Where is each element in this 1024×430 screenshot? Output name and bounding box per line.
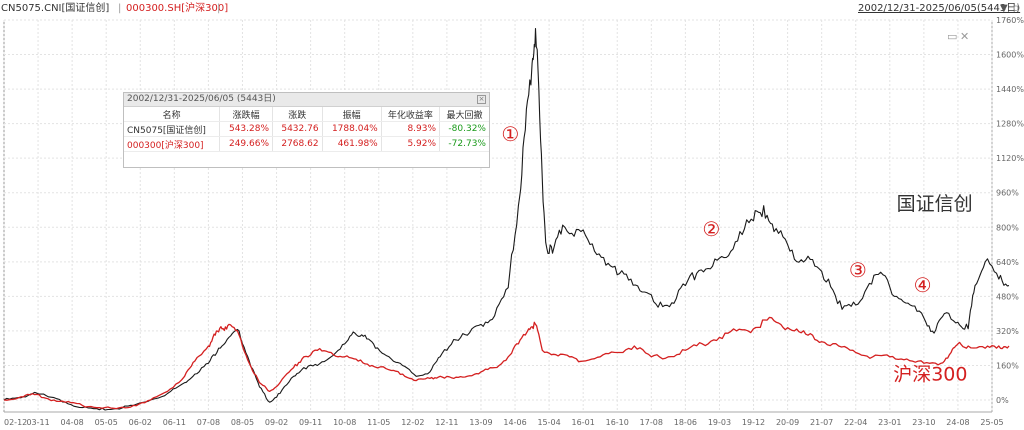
col-change: 涨跌 [272, 107, 323, 122]
header-separator-2: | [217, 3, 221, 14]
annotation-marker: ② [702, 217, 720, 241]
grid-lines [3, 19, 993, 413]
summary-title: 2002/12/31-2025/06/05 (5443日) [127, 94, 276, 104]
header-separator: | [118, 3, 122, 14]
x-tick-label: 16-01 [572, 418, 595, 427]
x-tick-label: 14-06 [503, 418, 526, 427]
y-tick-label: 640% [996, 258, 1019, 267]
series-line-1 [3, 316, 1010, 410]
y-tick-label: 160% [996, 361, 1019, 370]
x-tick-label: 18-06 [674, 418, 697, 427]
summary-table: 名称 涨跌幅 涨跌 振幅 年化收益率 最大回撤 CN5075[国证信创] 543… [124, 107, 489, 152]
summary-close-icon[interactable]: × [477, 95, 486, 104]
series1-label[interactable]: CN5075.CNI[国证信创] [1, 3, 110, 14]
row-amplitude: 461.98% [322, 136, 382, 152]
x-tick-label: 24-08 [946, 418, 969, 427]
axis-ticks: 0% 160% 320% 480% 640% 800% 960% 1120% 1280% 1440… [4, 16, 1024, 427]
y-tick-label: 1600% [996, 51, 1024, 60]
col-name: 名称 [124, 107, 221, 122]
series2-label[interactable]: 000300.SH[沪深300] [126, 3, 229, 14]
row-change: 2768.62 [272, 136, 323, 152]
series-annotation-label: 国证信创 [897, 193, 973, 215]
col-max-drawdown: 最大回撤 [439, 107, 489, 122]
x-tick-label: 06-02 [129, 418, 152, 427]
y-tick-label: 320% [996, 327, 1019, 336]
x-tick-label: 08-05 [231, 418, 254, 427]
row-change-pct: 543.28% [219, 121, 274, 137]
annotation-marker: ① [501, 122, 519, 146]
y-tick-label: 960% [996, 189, 1019, 198]
x-tick-label: 17-08 [640, 418, 663, 427]
x-tick-label: 10-08 [333, 418, 356, 427]
y-tick-label: 1280% [996, 120, 1024, 129]
series-line-0 [3, 28, 1010, 411]
close-chart-icon[interactable]: ✕ [960, 30, 970, 43]
row-name: 000300[沪深300] [124, 136, 221, 152]
summary-header-row: 名称 涨跌幅 涨跌 振幅 年化收益率 最大回撤 [124, 107, 489, 122]
x-tick-label: 16-10 [606, 418, 629, 427]
row-change: 5432.76 [272, 121, 323, 137]
col-amplitude: 振幅 [322, 107, 382, 122]
row-annual-return: 8.93% [381, 121, 441, 137]
y-tick-label: 800% [996, 223, 1019, 232]
series-annotation-label: 沪深300 [893, 364, 967, 386]
summary-title-bar: 2002/12/31-2025/06/05 (5443日) × [124, 93, 489, 107]
date-range-label[interactable]: 2002/12/31-2025/06/05(5443日) [858, 3, 1021, 14]
col-change-pct: 涨跌幅 [219, 107, 274, 122]
x-tick-label: 06-11 [163, 418, 186, 427]
x-tick-label: 02-12 [4, 418, 27, 427]
row-max-drawdown: -72.73% [439, 136, 489, 152]
chart-header: CN5075.CNI[国证信创] | 000300.SH[沪深300] | 20… [0, 0, 1024, 17]
x-tick-label: 23-10 [912, 418, 935, 427]
col-annual-return: 年化收益率 [381, 107, 441, 122]
table-row[interactable]: CN5075[国证信创] 543.28% 5432.76 1788.04% 8.… [124, 121, 489, 137]
x-tick-label: 09-02 [265, 418, 288, 427]
x-tick-label: 03-11 [26, 418, 49, 427]
x-tick-label: 22-04 [844, 418, 867, 427]
y-tick-label: 480% [996, 292, 1019, 301]
summary-panel: 2002/12/31-2025/06/05 (5443日) × 名称 涨跌幅 涨… [123, 92, 490, 168]
row-name: CN5075[国证信创] [124, 121, 221, 137]
row-amplitude: 1788.04% [322, 121, 382, 137]
x-tick-label: 20-09 [776, 418, 799, 427]
row-change-pct: 249.66% [219, 136, 274, 152]
range-dropdown-icon[interactable]: ▼ [1000, 3, 1008, 14]
restore-icon[interactable]: ▭ [947, 30, 958, 43]
annotation-marker: ④ [914, 273, 932, 297]
x-tick-label: 05-05 [95, 418, 118, 427]
series-lines [3, 28, 1010, 411]
annotation-marker: ③ [849, 258, 867, 282]
x-tick-label: 13-09 [469, 418, 492, 427]
y-tick-label: 1440% [996, 85, 1024, 94]
x-tick-label: 12-11 [435, 418, 458, 427]
row-annual-return: 5.92% [381, 136, 441, 152]
row-max-drawdown: -80.32% [439, 121, 489, 137]
x-tick-label: 23-01 [878, 418, 901, 427]
y-tick-label: 0% [996, 396, 1009, 405]
x-tick-label: 04-08 [61, 418, 84, 427]
x-tick-label: 21-07 [810, 418, 833, 427]
table-row[interactable]: 000300[沪深300] 249.66% 2768.62 461.98% 5.… [124, 136, 489, 152]
x-tick-label: 15-04 [537, 418, 560, 427]
x-tick-label: 19-03 [708, 418, 731, 427]
x-tick-label: 07-08 [197, 418, 220, 427]
y-tick-label: 1120% [996, 154, 1024, 163]
x-tick-label: 25-05 [980, 418, 1003, 427]
x-tick-label: 09-11 [299, 418, 322, 427]
x-tick-label: 11-05 [367, 418, 390, 427]
y-tick-label: 1760% [996, 16, 1024, 25]
x-tick-label: 19-12 [742, 418, 765, 427]
clipped-text: d [1013, 3, 1020, 14]
x-tick-label: 12-02 [401, 418, 424, 427]
